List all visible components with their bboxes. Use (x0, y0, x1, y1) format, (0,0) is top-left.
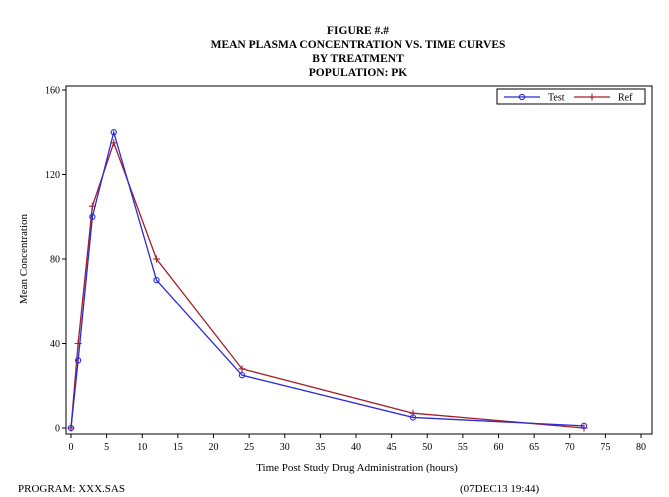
data-point-test (74, 357, 82, 364)
x-tick-label: 15 (173, 442, 183, 453)
footer-program: PROGRAM: XXX.SAS (18, 483, 125, 495)
title-line-3: BY TREATMENT (312, 53, 404, 65)
x-axis: 0 5 10 15 20 25 30 35 40 45 50 55 60 65 70 75 80 (69, 434, 646, 453)
x-tick-label: 20 (209, 442, 219, 453)
series-test (67, 129, 588, 432)
legend-marker-ref (588, 93, 596, 101)
legend-label-ref: Ref (618, 93, 633, 104)
data-point-test (89, 213, 96, 220)
y-tick-label: 160 (45, 86, 60, 97)
y-tick-label: 40 (50, 339, 60, 350)
x-tick-label: 60 (494, 442, 504, 453)
series-line-test (70, 129, 585, 429)
plot-area-frame (65, 85, 653, 435)
y-tick-label: 80 (50, 255, 60, 266)
series-ref (67, 139, 588, 432)
x-tick-label: 45 (387, 442, 397, 453)
x-tick-label: 5 (104, 442, 109, 453)
x-tick-label: 0 (69, 442, 74, 453)
data-point-test (409, 414, 417, 421)
data-point-ref (409, 409, 417, 417)
data-point-test (153, 276, 160, 284)
data-point-test (580, 422, 588, 430)
y-axis-label: Mean Concentration (18, 213, 30, 304)
x-tick-label: 80 (636, 442, 646, 453)
legend: Test Ref (496, 88, 646, 105)
x-tick-label: 35 (315, 442, 325, 453)
data-point-test (238, 372, 246, 379)
x-axis-label: Time Post Study Drug Administration (hou… (256, 462, 458, 474)
x-tick-label: 55 (458, 442, 468, 453)
y-axis: 0 40 80 120 160 (45, 86, 66, 435)
legend-label-test: Test (548, 93, 565, 104)
y-tick-label: 120 (45, 170, 60, 181)
x-tick-label: 75 (600, 442, 610, 453)
x-tick-label: 25 (244, 442, 254, 453)
x-tick-label: 50 (422, 442, 432, 453)
legend-marker-test (518, 93, 526, 101)
legend-item-test: Test (504, 93, 565, 104)
legend-item-ref: Ref (574, 93, 633, 104)
y-tick-label: 0 (55, 424, 60, 435)
footer-timestamp: (07DEC13 19:44) (460, 483, 539, 495)
title-line-2: MEAN PLASMA CONCENTRATION VS. TIME CURVE… (211, 39, 506, 51)
data-point-ref (238, 365, 246, 373)
x-tick-label: 40 (351, 442, 361, 453)
data-point-ref (153, 255, 160, 263)
series-group (67, 129, 588, 432)
x-tick-label: 10 (137, 442, 147, 453)
x-tick-label: 65 (529, 442, 539, 453)
title-line-4: POPULATION: PK (309, 67, 408, 79)
x-tick-label: 30 (280, 442, 290, 453)
data-point-test (67, 424, 75, 432)
x-tick-label: 70 (565, 442, 575, 453)
title-line-1: FIGURE #.# (327, 25, 389, 37)
series-line-ref (70, 140, 585, 429)
data-point-test (110, 129, 117, 136)
chart-title: FIGURE #.# MEAN PLASMA CONCENTRATION VS. … (211, 25, 506, 79)
legend-box (496, 88, 646, 105)
